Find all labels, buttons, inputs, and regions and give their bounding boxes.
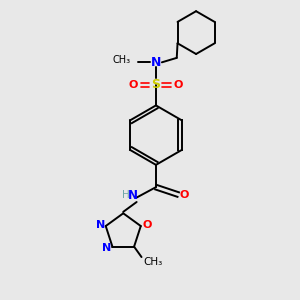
- Text: O: O: [129, 80, 138, 90]
- Text: CH₃: CH₃: [112, 55, 131, 65]
- Text: CH₃: CH₃: [143, 256, 162, 266]
- Text: O: O: [173, 80, 183, 90]
- Text: S: S: [152, 78, 160, 91]
- Text: N: N: [102, 243, 112, 253]
- Text: N: N: [96, 220, 105, 230]
- Text: H: H: [122, 190, 130, 200]
- Text: O: O: [179, 190, 189, 200]
- Text: N: N: [151, 56, 161, 69]
- Text: O: O: [142, 220, 152, 230]
- Text: N: N: [128, 189, 138, 202]
